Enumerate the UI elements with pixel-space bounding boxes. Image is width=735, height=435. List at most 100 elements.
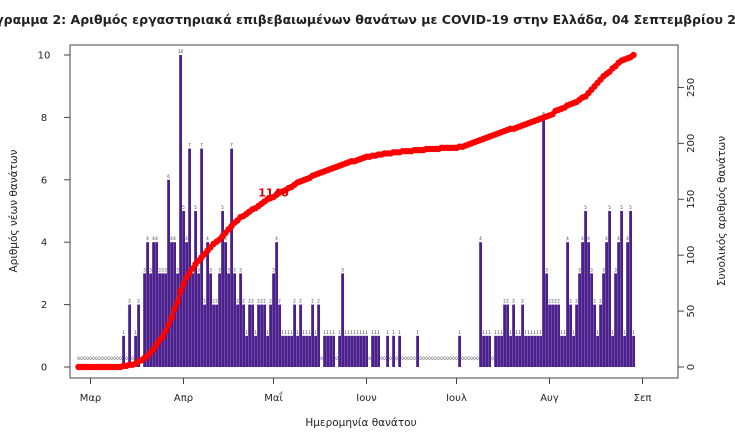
bar-value-label: 1	[134, 330, 137, 335]
bar-value-label: 1	[344, 330, 347, 335]
bar	[143, 273, 146, 367]
bar	[359, 335, 362, 367]
bar-value-label: 3	[239, 267, 242, 272]
cumulative-label: 279	[633, 0, 656, 3]
bar-value-label: 0	[419, 356, 422, 361]
bar-value-label: 0	[410, 356, 413, 361]
bar-value-label: 1	[563, 330, 566, 335]
bar-value-label: 0	[380, 356, 383, 361]
bar	[236, 304, 239, 367]
bar-value-label: 1	[254, 330, 257, 335]
bar-value-label: 2	[236, 299, 239, 304]
bar-value-label: 1	[596, 330, 599, 335]
bar-value-label: 1	[458, 330, 461, 335]
bar-value-label: 0	[491, 356, 494, 361]
bar-value-label: 1	[356, 330, 359, 335]
cumulative-point	[150, 345, 157, 353]
bar	[299, 304, 302, 367]
bar	[392, 335, 395, 367]
bar	[137, 304, 140, 367]
bar-value-label: 0	[404, 356, 407, 361]
bar-value-label: 0	[83, 356, 86, 361]
bar	[614, 273, 617, 367]
bar	[266, 335, 269, 367]
bar	[191, 273, 194, 367]
bar	[248, 304, 251, 367]
bar-value-label: 2	[554, 299, 557, 304]
bar-value-label: 2	[569, 299, 572, 304]
bar-value-label: 5	[221, 205, 224, 210]
bar-value-label: 0	[467, 356, 470, 361]
bar-value-label: 0	[422, 356, 425, 361]
bar-value-label: 0	[470, 356, 473, 361]
bar	[488, 335, 491, 367]
bar-value-label: 1	[281, 330, 284, 335]
bar-value-label: 3	[209, 267, 212, 272]
bar-value-label: 2	[137, 299, 140, 304]
bar-value-label: 0	[437, 356, 440, 361]
x-tick-label: Αυγ	[540, 393, 559, 404]
bar-value-label: 0	[92, 356, 95, 361]
bar-value-label: 2	[575, 299, 578, 304]
bar-value-label: 0	[434, 356, 437, 361]
bar	[563, 335, 566, 367]
bar	[617, 242, 620, 367]
bar	[317, 304, 320, 367]
bar-value-label: 1	[305, 330, 308, 335]
bar	[539, 335, 542, 367]
cumulative-point	[630, 51, 637, 59]
bar-value-label: 3	[218, 267, 221, 272]
cumulative-point	[180, 281, 187, 288]
bar-value-label: 0	[131, 356, 134, 361]
bar-value-label: 4	[275, 236, 278, 241]
bar-value-label: 1	[536, 330, 539, 335]
bar	[263, 304, 266, 367]
bar-value-label: 1	[494, 330, 497, 335]
bar	[533, 335, 536, 367]
bar-value-label: 2	[248, 299, 251, 304]
cumulative-line-group	[75, 51, 637, 371]
bar	[458, 335, 461, 367]
bar-value-label: 1	[329, 330, 332, 335]
bar-value-label: 3	[143, 267, 146, 272]
bar	[596, 335, 599, 367]
bar-value-label: 0	[401, 356, 404, 361]
bar	[257, 304, 260, 367]
bar	[233, 273, 236, 367]
bar-value-label: 2	[599, 299, 602, 304]
bar	[344, 335, 347, 367]
bar	[593, 304, 596, 367]
bar	[341, 273, 344, 367]
bar-value-label: 1	[245, 330, 248, 335]
bar	[122, 335, 125, 367]
bar	[608, 211, 611, 367]
bar-value-label: 4	[146, 236, 149, 241]
bar-value-label: 0	[413, 356, 416, 361]
bar	[365, 335, 368, 367]
bar-value-label: 0	[452, 356, 455, 361]
bar-value-label: 1	[332, 330, 335, 335]
y-tick-label: 2	[41, 300, 47, 311]
bar-value-label: 1	[359, 330, 362, 335]
bar-value-label: 1	[266, 330, 269, 335]
bar	[278, 304, 281, 367]
bar-value-label: 1	[611, 330, 614, 335]
bar	[332, 335, 335, 367]
bar-value-label: 3	[602, 267, 605, 272]
bar-value-label: 1	[386, 330, 389, 335]
bar	[227, 273, 230, 367]
bar-value-label: 4	[587, 236, 590, 241]
bar	[398, 335, 401, 367]
bar-value-label: 1	[371, 330, 374, 335]
bar	[503, 304, 506, 367]
bar	[353, 335, 356, 367]
bar-value-label: 0	[446, 356, 449, 361]
bar	[326, 335, 329, 367]
bar-value-label: 5	[194, 205, 197, 210]
bar	[206, 242, 209, 367]
bar-value-label: 0	[107, 356, 110, 361]
bar	[155, 242, 158, 367]
bar	[182, 211, 185, 367]
bar	[590, 273, 593, 367]
x-tick-label: Μαΐ	[264, 390, 283, 404]
